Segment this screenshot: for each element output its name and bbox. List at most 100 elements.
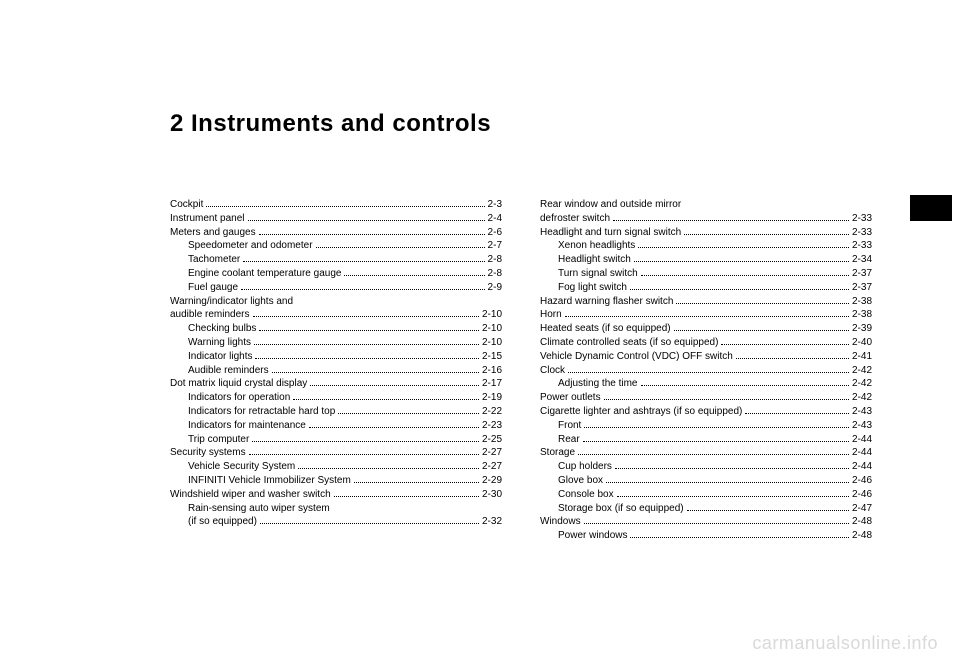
toc-label: Heated seats (if so equipped)	[540, 322, 671, 336]
toc-label: Warning/indicator lights and	[170, 295, 293, 309]
toc-leader-dots	[260, 523, 479, 524]
toc-page: 2-27	[482, 460, 502, 474]
toc-page: 2-32	[482, 515, 502, 529]
toc-entry: Cup holders 2-44	[540, 460, 872, 474]
toc-entry: Warning lights2-10	[170, 336, 502, 350]
toc-leader-dots	[641, 275, 849, 276]
toc-leader-dots	[334, 496, 479, 497]
toc-entry: Indicators for retractable hard top2-22	[170, 405, 502, 419]
toc-page: 2-3	[488, 198, 502, 212]
toc-entry: Fuel gauge2-9	[170, 281, 502, 295]
toc-entry: Rear2-44	[540, 433, 872, 447]
toc-page: 2-44	[852, 460, 872, 474]
toc-entry: Vehicle Security System2-27	[170, 460, 502, 474]
toc-page: 2-10	[482, 308, 502, 322]
toc-page: 2-42	[852, 364, 872, 378]
toc-column-left: Cockpit 2-3Instrument panel2-4Meters and …	[170, 198, 502, 543]
toc-label: Tachometer	[188, 253, 240, 267]
toc-entry: Heated seats (if so equipped) 2-39	[540, 322, 872, 336]
toc-entry: Engine coolant temperature gauge 2-8	[170, 267, 502, 281]
toc-label: Indicators for maintenance	[188, 419, 306, 433]
toc-entry: Indicators for maintenance2-23	[170, 419, 502, 433]
toc-label: Indicator lights	[188, 350, 252, 364]
toc-label: Rear window and outside mirror	[540, 198, 681, 212]
toc-label: Engine coolant temperature gauge	[188, 267, 341, 281]
toc-label: Clock	[540, 364, 565, 378]
toc-label: Instrument panel	[170, 212, 245, 226]
toc-label: Cup holders	[558, 460, 612, 474]
toc-page: 2-29	[482, 474, 502, 488]
toc-page: 2-41	[852, 350, 872, 364]
toc-page: 2-33	[852, 212, 872, 226]
toc-leader-dots	[617, 496, 849, 497]
toc-label: INFINITI Vehicle Immobilizer System	[188, 474, 351, 488]
toc-entry: Security systems2-27	[170, 446, 502, 460]
toc-leader-dots	[736, 358, 849, 359]
toc-label: Security systems	[170, 446, 246, 460]
toc-page: 2-19	[482, 391, 502, 405]
toc-entry: audible reminders2-10	[170, 308, 502, 322]
toc-entry: Xenon headlights2-33	[540, 239, 872, 253]
toc-entry: Rear window and outside mirror	[540, 198, 872, 212]
toc-page: 2-10	[482, 336, 502, 350]
toc-label: Dot matrix liquid crystal display	[170, 377, 307, 391]
toc-label: Cigarette lighter and ashtrays (if so eq…	[540, 405, 742, 419]
section-tab	[910, 195, 952, 221]
toc-page: 2-46	[852, 488, 872, 502]
toc-leader-dots	[254, 344, 479, 345]
toc-leader-dots	[310, 385, 479, 386]
toc-entry: Power outlets 2-42	[540, 391, 872, 405]
toc-leader-dots	[259, 234, 485, 235]
toc-label: Indicators for retractable hard top	[188, 405, 335, 419]
toc-leader-dots	[354, 482, 479, 483]
toc-leader-dots	[674, 330, 849, 331]
toc-label: Hazard warning flasher switch	[540, 295, 673, 309]
toc-leader-dots	[584, 427, 849, 428]
toc-leader-dots	[248, 220, 485, 221]
toc-page: 2-33	[852, 226, 872, 240]
toc-entry: Warning/indicator lights and	[170, 295, 502, 309]
toc-page: 2-38	[852, 295, 872, 309]
toc-leader-dots	[634, 261, 849, 262]
toc-leader-dots	[565, 316, 849, 317]
toc-entry: Vehicle Dynamic Control (VDC) OFF switch…	[540, 350, 872, 364]
toc-label: (if so equipped)	[188, 515, 257, 529]
toc-label: Cockpit	[170, 198, 203, 212]
toc-entry: Turn signal switch2-37	[540, 267, 872, 281]
toc-entry: Tachometer2-8	[170, 253, 502, 267]
toc-entry: Windshield wiper and washer switch2-30	[170, 488, 502, 502]
toc-page: 2-25	[482, 433, 502, 447]
toc-page: 2-42	[852, 391, 872, 405]
manual-page: 2 Instruments and controls Cockpit2-3Ins…	[0, 0, 960, 664]
toc-label: Storage	[540, 446, 575, 460]
toc-page: 2-39	[852, 322, 872, 336]
toc-page: 2-43	[852, 405, 872, 419]
toc-page: 2-8	[488, 267, 502, 281]
toc-label: Rain-sensing auto wiper system	[188, 502, 330, 516]
toc-entry: Cockpit 2-3	[170, 198, 502, 212]
toc-leader-dots	[613, 220, 849, 221]
toc-label: Rear	[558, 433, 580, 447]
toc-label: Meters and gauges	[170, 226, 256, 240]
toc-leader-dots	[253, 316, 479, 317]
toc-label: Front	[558, 419, 581, 433]
toc-label: Console box	[558, 488, 614, 502]
toc-entry: Cigarette lighter and ashtrays (if so eq…	[540, 405, 872, 419]
toc-leader-dots	[615, 468, 849, 469]
toc-entry: Windows2-48	[540, 515, 872, 529]
toc-leader-dots	[241, 289, 485, 290]
toc-label: Storage box (if so equipped)	[558, 502, 684, 516]
toc-page: 2-48	[852, 529, 872, 543]
toc-page: 2-48	[852, 515, 872, 529]
toc-entry: Rain-sensing auto wiper system	[170, 502, 502, 516]
toc-leader-dots	[206, 206, 484, 207]
toc-entry: Instrument panel2-4	[170, 212, 502, 226]
toc-label: Power outlets	[540, 391, 601, 405]
toc-entry: Hazard warning flasher switch 2-38	[540, 295, 872, 309]
toc-label: Checking bulbs	[188, 322, 256, 336]
toc-entry: Horn2-38	[540, 308, 872, 322]
toc-entry: Fog light switch2-37	[540, 281, 872, 295]
toc-leader-dots	[638, 247, 849, 248]
toc-page: 2-37	[852, 281, 872, 295]
toc-entry: Glove box2-46	[540, 474, 872, 488]
